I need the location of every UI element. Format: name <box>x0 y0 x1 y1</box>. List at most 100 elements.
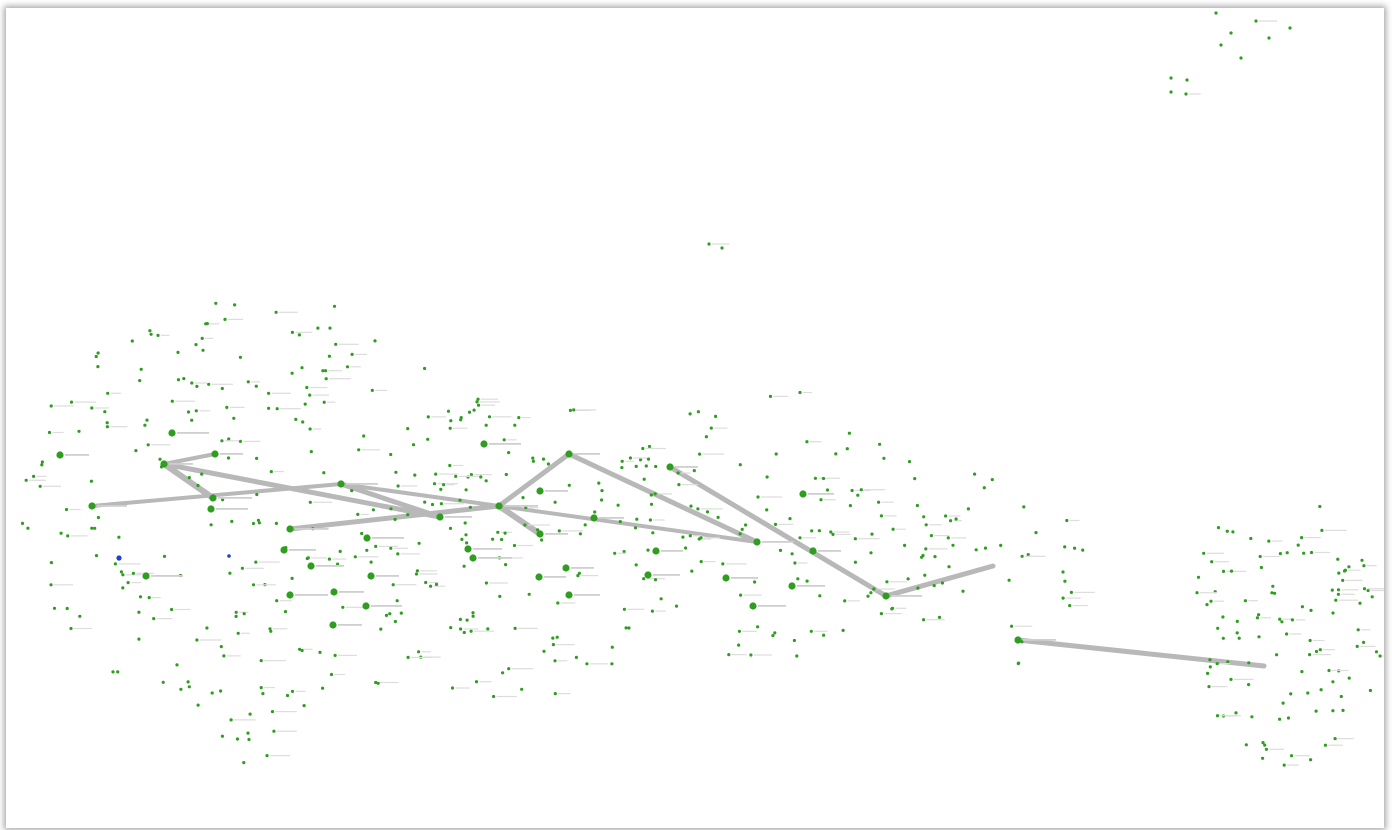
graph-node[interactable] <box>396 552 400 556</box>
graph-node[interactable] <box>469 473 473 477</box>
graph-node[interactable] <box>230 519 234 523</box>
graph-node[interactable] <box>600 489 604 493</box>
graph-node[interactable] <box>391 583 395 587</box>
graph-node[interactable] <box>209 523 213 527</box>
graph-node[interactable] <box>187 685 191 689</box>
graph-node[interactable] <box>924 547 928 551</box>
graph-node[interactable] <box>850 488 854 493</box>
graph-node[interactable] <box>1216 526 1221 530</box>
graph-node[interactable] <box>756 625 760 629</box>
graph-node[interactable] <box>200 472 204 476</box>
graph-node[interactable] <box>49 404 53 408</box>
graph-node[interactable] <box>267 391 271 395</box>
graph-node[interactable] <box>462 564 466 568</box>
graph-node[interactable] <box>434 472 438 476</box>
graph-node[interactable] <box>1370 595 1374 599</box>
graph-node[interactable] <box>119 570 123 574</box>
graph-node[interactable] <box>492 694 496 699</box>
graph-hub-node[interactable] <box>882 592 890 600</box>
graph-node[interactable] <box>459 416 463 420</box>
graph-node[interactable] <box>541 457 546 461</box>
graph-node[interactable] <box>622 607 627 611</box>
graph-node[interactable] <box>469 629 473 633</box>
graph-node[interactable] <box>1010 624 1014 628</box>
graph-node[interactable] <box>334 342 338 346</box>
graph-node[interactable] <box>1281 701 1285 705</box>
graph-node[interactable] <box>540 538 544 542</box>
graph-hub-node[interactable] <box>211 450 219 458</box>
graph-node[interactable] <box>1339 694 1343 699</box>
graph-node[interactable] <box>937 615 942 620</box>
graph-node[interactable] <box>1323 743 1327 747</box>
graph-node[interactable] <box>298 647 302 651</box>
graph-node[interactable] <box>248 712 252 716</box>
graph-node[interactable] <box>379 627 383 631</box>
graph-node[interactable] <box>235 737 240 741</box>
graph-node[interactable] <box>825 488 830 492</box>
graph-node[interactable] <box>479 475 483 479</box>
graph-node[interactable] <box>796 577 800 581</box>
graph-node[interactable] <box>1185 78 1189 82</box>
graph-node[interactable] <box>1244 743 1248 747</box>
graph-node[interactable] <box>654 464 658 469</box>
graph-node[interactable] <box>464 533 468 537</box>
graph-node[interactable] <box>1296 543 1300 547</box>
graph-node[interactable] <box>49 583 53 587</box>
graph-node[interactable] <box>1333 737 1337 741</box>
graph-node[interactable] <box>1206 671 1210 676</box>
graph-node[interactable] <box>512 543 517 548</box>
graph-node[interactable] <box>259 659 263 663</box>
graph-node[interactable] <box>322 471 326 475</box>
graph-node[interactable] <box>834 452 838 456</box>
graph-node[interactable] <box>1247 683 1251 687</box>
graph-node[interactable] <box>1271 584 1275 588</box>
graph-node[interactable] <box>681 535 685 539</box>
graph-node[interactable] <box>951 543 955 547</box>
graph-node[interactable] <box>318 650 322 655</box>
graph-node[interactable] <box>523 523 527 527</box>
graph-node[interactable] <box>210 691 214 695</box>
graph-node[interactable] <box>327 354 331 358</box>
graph-node[interactable] <box>316 326 320 330</box>
graph-node[interactable] <box>1347 565 1351 569</box>
graph-node[interactable] <box>1231 530 1235 534</box>
graph-node[interactable] <box>234 610 238 614</box>
graph-node[interactable] <box>567 483 571 487</box>
graph-node[interactable] <box>1282 763 1286 767</box>
graph-node[interactable] <box>468 505 472 509</box>
graph-node[interactable] <box>341 605 345 609</box>
graph-node[interactable] <box>1205 603 1209 607</box>
graph-node[interactable] <box>704 435 709 439</box>
graph-node[interactable] <box>756 495 760 499</box>
graph-hub-node[interactable] <box>337 480 345 488</box>
graph-node[interactable] <box>531 459 536 463</box>
graph-node[interactable] <box>973 472 977 476</box>
graph-node[interactable] <box>40 463 44 467</box>
graph-node[interactable] <box>471 614 475 618</box>
graph-node[interactable] <box>158 457 162 461</box>
graph-node[interactable] <box>1169 90 1173 94</box>
graph-node[interactable] <box>696 507 700 511</box>
graph-node[interactable] <box>720 246 724 250</box>
graph-node[interactable] <box>395 599 399 603</box>
graph-node[interactable] <box>646 457 651 461</box>
graph-node[interactable] <box>821 476 826 481</box>
graph-node[interactable] <box>773 522 778 527</box>
graph-node[interactable] <box>300 648 304 653</box>
graph-node[interactable] <box>417 650 421 654</box>
graph-node[interactable] <box>521 496 525 500</box>
graph-node[interactable] <box>238 439 242 443</box>
network-graph[interactable] <box>6 8 1384 828</box>
graph-node[interactable] <box>148 329 152 333</box>
graph-node[interactable] <box>866 594 870 598</box>
graph-node[interactable] <box>1285 632 1289 636</box>
graph-node[interactable] <box>650 609 655 613</box>
graph-node[interactable] <box>805 579 809 583</box>
graph-node[interactable] <box>556 601 560 605</box>
graph-hub-node[interactable] <box>436 513 444 521</box>
graph-node[interactable] <box>647 444 652 449</box>
graph-node[interactable] <box>297 333 301 337</box>
graph-node[interactable] <box>627 626 631 630</box>
graph-node[interactable] <box>417 541 421 545</box>
graph-node[interactable] <box>577 571 582 575</box>
